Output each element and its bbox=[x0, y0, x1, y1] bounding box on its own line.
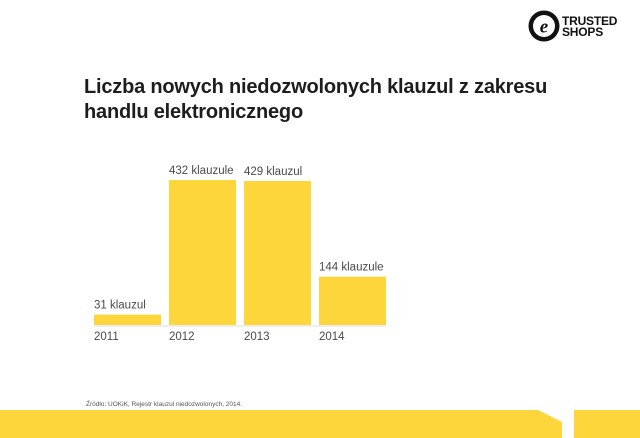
value-label-2013: 429 klauzul bbox=[244, 166, 302, 178]
svg-text:e: e bbox=[540, 17, 549, 38]
logo-line-2: SHOPS bbox=[562, 25, 604, 39]
x-tick-label-2013: 2013 bbox=[244, 331, 270, 343]
logo-wordmark: TRUSTED SHOPS bbox=[562, 14, 618, 39]
source-note: Źródło: UOKiK, Rejestr klauzul niedozwol… bbox=[86, 401, 243, 408]
bar-2013 bbox=[244, 181, 311, 325]
x-tick-label-2012: 2012 bbox=[169, 331, 195, 343]
trusted-shops-logo: e TRUSTED SHOPS bbox=[528, 8, 628, 44]
x-tick-label-2011: 2011 bbox=[94, 331, 119, 343]
page-title: Liczba nowych niedozwolonych klauzul z z… bbox=[84, 76, 548, 123]
x-tick-label-2014: 2014 bbox=[319, 331, 345, 343]
trusted-shops-e-seal-icon: e bbox=[528, 10, 560, 42]
value-label-2014: 144 klauzule bbox=[319, 262, 384, 274]
logo-line-1: TRUSTED bbox=[562, 14, 618, 28]
bar-chart: 31 klauzul 2011 432 klauzule 2012 429 klauzu… bbox=[94, 165, 386, 343]
bar-2012 bbox=[169, 180, 236, 325]
footer-band bbox=[0, 410, 640, 438]
value-label-2012: 432 klauzule bbox=[169, 165, 234, 177]
bar-2011 bbox=[94, 314, 161, 325]
value-label-2011: 31 klauzul bbox=[94, 300, 146, 312]
bar-2014 bbox=[319, 276, 386, 325]
